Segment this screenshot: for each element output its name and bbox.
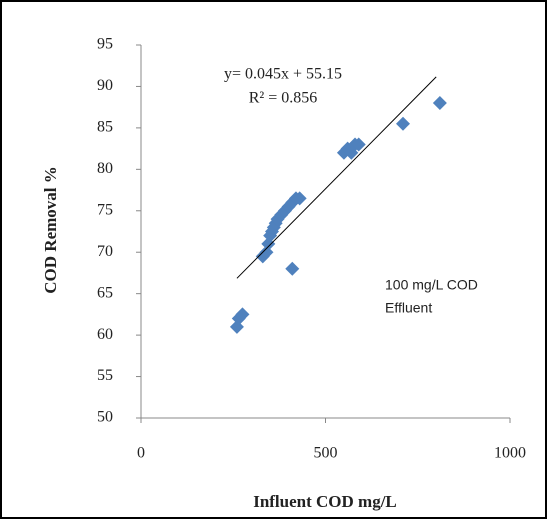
- trend-equation: y= 0.045x + 55.15: [224, 66, 342, 83]
- y-tick-label: 85: [97, 119, 113, 136]
- x-tick-label: 0: [137, 445, 145, 462]
- y-tick-label: 55: [97, 367, 113, 384]
- trend-r2: R² = 0.856: [249, 90, 318, 107]
- y-tick-label: 75: [97, 201, 113, 218]
- y-axis-title: COD Removal %: [41, 166, 60, 293]
- x-axis-title: Influent COD mg/L: [253, 492, 397, 511]
- annotation: 100 mg/L COD: [385, 277, 478, 293]
- y-tick-label: 65: [97, 284, 113, 301]
- y-tick-label: 80: [97, 160, 113, 177]
- chart: COD Removal % Influent COD mg/L y= 0.045…: [0, 0, 547, 519]
- x-tick-label: 1000: [494, 445, 526, 462]
- y-tick-label: 90: [97, 77, 113, 94]
- y-tick-label: 95: [97, 36, 113, 53]
- y-tick-label: 50: [97, 409, 113, 426]
- page: COD Removal % Influent COD mg/L y= 0.045…: [0, 0, 547, 519]
- y-tick-label: 70: [97, 243, 113, 260]
- annotation: Effluent: [385, 300, 432, 316]
- y-tick-label: 60: [97, 326, 113, 343]
- x-tick-label: 500: [314, 445, 338, 462]
